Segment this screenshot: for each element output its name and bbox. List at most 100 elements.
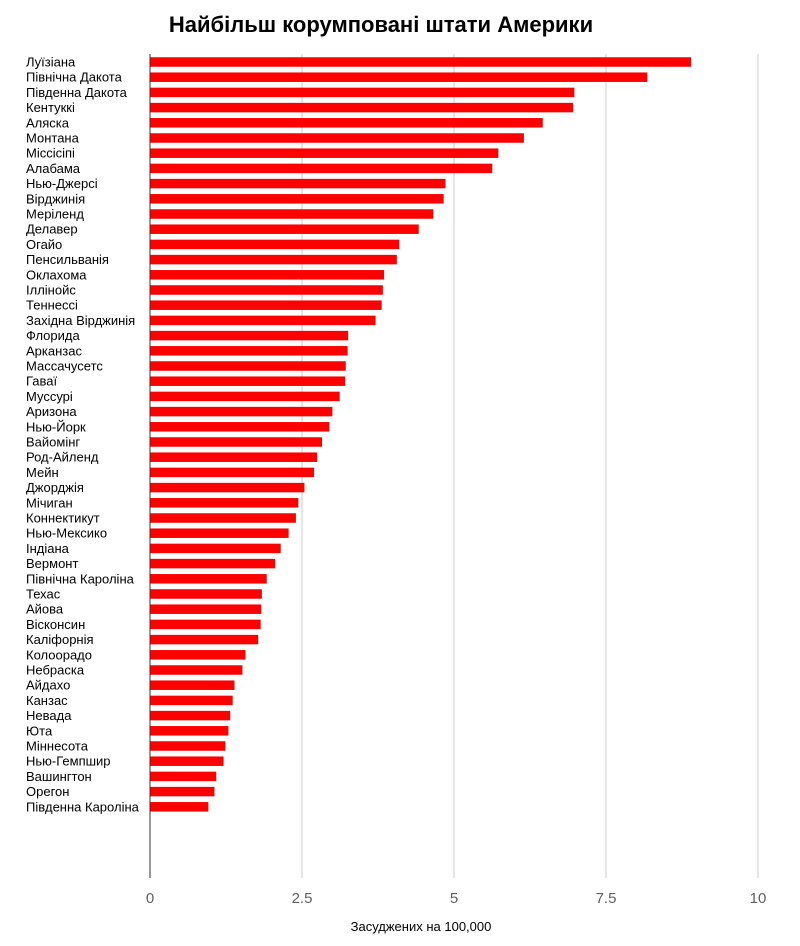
category-label: Вашингтон bbox=[26, 769, 92, 784]
category-label: Нью-Джерсі bbox=[26, 176, 98, 191]
bar bbox=[150, 710, 231, 721]
bar bbox=[150, 57, 692, 67]
bar bbox=[150, 437, 323, 447]
bar bbox=[150, 467, 315, 478]
bar bbox=[150, 574, 267, 584]
bar bbox=[150, 498, 299, 508]
category-label: Південна Кароліна bbox=[26, 799, 140, 814]
category-label: Міссісіпі bbox=[26, 146, 75, 161]
bars bbox=[150, 57, 692, 812]
bar bbox=[150, 452, 318, 462]
bar bbox=[150, 133, 524, 143]
category-label: Гаваї bbox=[26, 374, 58, 389]
category-label: Монтана bbox=[26, 131, 80, 146]
bar bbox=[150, 786, 215, 797]
category-label: Флорида bbox=[26, 328, 80, 343]
x-axis-title: Засуджених на 100,000 bbox=[351, 919, 492, 934]
category-label: Кентуккі bbox=[26, 100, 75, 115]
category-label: Арканзас bbox=[26, 343, 82, 358]
category-label: Міннесота bbox=[26, 739, 89, 754]
category-label: Західна Вірджинія bbox=[26, 313, 135, 328]
bar bbox=[150, 695, 233, 706]
category-label: Айова bbox=[26, 602, 64, 617]
bar bbox=[150, 148, 499, 158]
category-label: Род-Айленд bbox=[26, 450, 99, 465]
bar bbox=[150, 726, 229, 736]
category-label: Мейн bbox=[26, 465, 59, 480]
category-label: Юта bbox=[26, 723, 53, 738]
bar bbox=[150, 315, 376, 326]
category-label: Нью-Гемпшир bbox=[26, 754, 111, 769]
bar bbox=[150, 194, 444, 204]
category-label: Муссурі bbox=[26, 389, 73, 404]
x-tick-label: 2.5 bbox=[292, 890, 313, 907]
category-label: Коннектикут bbox=[26, 511, 100, 526]
category-label: Луїзіана bbox=[26, 55, 76, 70]
category-label: Мічиган bbox=[26, 495, 73, 510]
bar bbox=[150, 619, 261, 630]
bar bbox=[150, 209, 434, 219]
category-label: Джорджія bbox=[26, 480, 84, 495]
category-label: Массачусетс bbox=[26, 359, 103, 374]
category-label: Делавер bbox=[26, 222, 78, 237]
category-label: Небраска bbox=[26, 663, 85, 678]
category-label: Аляска bbox=[26, 115, 70, 130]
category-label: Огайо bbox=[26, 237, 62, 252]
bar bbox=[150, 361, 346, 371]
category-label: Нью-Мексико bbox=[26, 526, 107, 541]
category-label: Невада bbox=[26, 708, 72, 723]
bar bbox=[150, 285, 383, 295]
category-label: Північна Кароліна bbox=[26, 571, 135, 586]
category-label: Північна Дакота bbox=[26, 70, 123, 85]
bar bbox=[150, 376, 346, 386]
category-label: Канзас bbox=[26, 693, 68, 708]
bar bbox=[150, 163, 493, 174]
bar bbox=[150, 102, 574, 113]
x-tick-label: 7.5 bbox=[596, 890, 617, 907]
bar bbox=[150, 543, 281, 554]
bar bbox=[150, 254, 397, 265]
x-tick-label: 0 bbox=[146, 890, 154, 907]
bar bbox=[150, 406, 333, 417]
chart-title: Найбільш корумповані штати Америки bbox=[169, 12, 593, 37]
category-label: Вайомінг bbox=[26, 435, 80, 450]
category-label: Пенсильванія bbox=[26, 252, 109, 267]
bar bbox=[150, 756, 224, 766]
bar bbox=[150, 741, 226, 751]
category-label: Індіана bbox=[26, 541, 70, 556]
x-tick-label: 10 bbox=[750, 890, 767, 907]
bar bbox=[150, 528, 289, 538]
bar bbox=[150, 300, 382, 310]
bar bbox=[150, 771, 217, 782]
bar bbox=[150, 604, 262, 614]
bar bbox=[150, 391, 340, 402]
bar bbox=[150, 270, 385, 280]
bar bbox=[150, 558, 276, 569]
category-label: Вермонт bbox=[26, 556, 78, 571]
category-label: Вірджинія bbox=[26, 191, 85, 206]
bar bbox=[150, 224, 419, 234]
bar bbox=[150, 118, 543, 128]
bar bbox=[150, 178, 446, 189]
bar bbox=[150, 513, 296, 523]
category-label: Оклахома bbox=[26, 267, 87, 282]
category-label: Айдахо bbox=[26, 678, 70, 693]
category-label: Техас bbox=[26, 587, 61, 602]
category-label: Південна Дакота bbox=[26, 85, 128, 100]
bar bbox=[150, 346, 348, 356]
gridlines bbox=[301, 54, 759, 878]
category-label: Колоорадо bbox=[26, 647, 92, 662]
category-label: Орегон bbox=[26, 784, 69, 799]
category-label: Меріленд bbox=[26, 207, 84, 222]
category-label: Теннессі bbox=[26, 298, 78, 313]
bar bbox=[150, 330, 349, 341]
category-label: Алабама bbox=[26, 161, 81, 176]
bar bbox=[150, 680, 235, 690]
bar bbox=[150, 589, 262, 599]
category-label: Каліфорнія bbox=[26, 632, 94, 647]
x-tick-label: 5 bbox=[450, 890, 458, 907]
bar bbox=[150, 482, 305, 493]
